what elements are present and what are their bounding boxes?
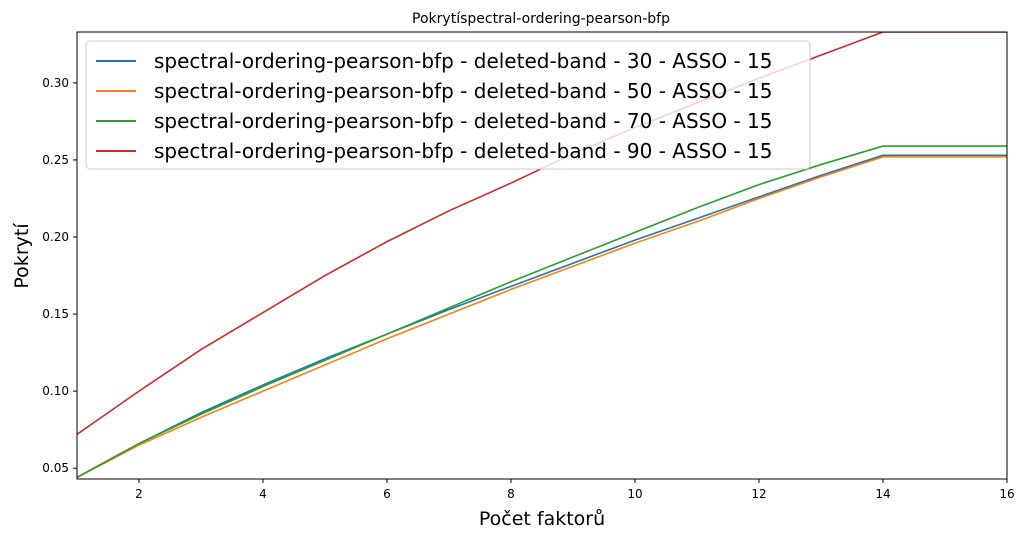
series-line-2: [77, 156, 1007, 479]
series-line-1: [77, 154, 1007, 479]
y-tick-label: 0.05: [42, 461, 69, 475]
y-tick-label: 0.15: [42, 307, 69, 321]
x-tick-label: 4: [259, 487, 267, 501]
x-tick-label: 2: [135, 487, 143, 501]
x-tick-label: 16: [999, 487, 1014, 501]
plot-area-frame: [76, 31, 1008, 480]
x-axis-label: Počet faktorů: [479, 508, 605, 530]
y-tick-label: 0.10: [42, 384, 69, 398]
x-tick-label: 6: [383, 487, 391, 501]
legend-box: [85, 40, 811, 170]
y-tick-label: 0.20: [42, 230, 69, 244]
chart-title: Pokrytíspectral-ordering-pearson-bfp: [412, 11, 670, 27]
y-tick-label: 0.30: [42, 76, 69, 90]
x-tick-label: 10: [627, 487, 642, 501]
legend-entry-4: spectral-ordering-pearson-bfp - deleted-…: [154, 139, 773, 163]
legend: spectral-ordering-pearson-bfp - deleted-…: [85, 40, 811, 170]
x-axis: 2 4 6 8 10 12 14 16: [135, 479, 1015, 501]
y-axis: 0.05 0.10 0.15 0.20 0.25 0.30: [42, 76, 77, 475]
series-line-3: [77, 145, 1007, 479]
legend-entry-1: spectral-ordering-pearson-bfp - deleted-…: [154, 49, 773, 73]
y-axis-label: Pokrytí: [11, 223, 33, 289]
y-tick-label: 0.25: [42, 153, 69, 167]
x-tick-label: 14: [875, 487, 890, 501]
legend-entry-2: spectral-ordering-pearson-bfp - deleted-…: [154, 79, 773, 103]
legend-entry-3: spectral-ordering-pearson-bfp - deleted-…: [154, 109, 773, 133]
x-tick-label: 12: [751, 487, 766, 501]
x-tick-label: 8: [507, 487, 515, 501]
